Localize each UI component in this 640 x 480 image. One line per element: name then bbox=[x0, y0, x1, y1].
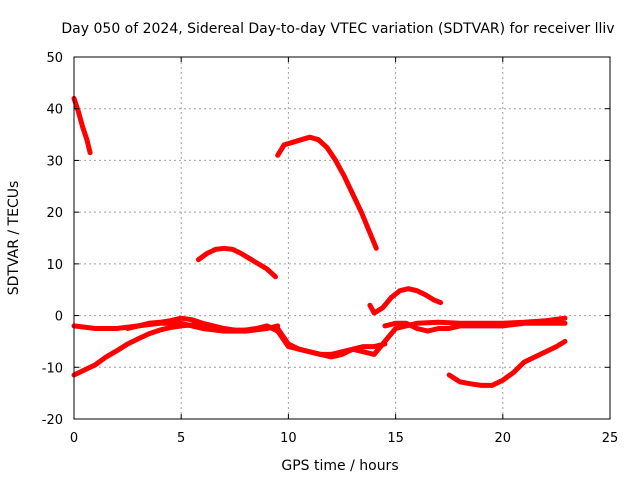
x-tick-label: 25 bbox=[602, 431, 619, 446]
y-tick-label: 50 bbox=[46, 51, 63, 66]
y-tick-label: 40 bbox=[46, 103, 63, 118]
y-tick-label: 30 bbox=[46, 154, 63, 169]
series-layer bbox=[71, 95, 568, 388]
x-tick-label: 15 bbox=[387, 431, 404, 446]
series-arc-2 bbox=[71, 321, 206, 378]
grid-layer bbox=[74, 57, 610, 419]
series-arc-1 bbox=[71, 95, 93, 156]
series-arc-9 bbox=[382, 320, 568, 334]
y-tick-label: -20 bbox=[42, 413, 63, 428]
y-tick-label: 20 bbox=[46, 206, 63, 221]
series-arc-5 bbox=[195, 245, 278, 280]
y-tick-label: -10 bbox=[42, 361, 63, 376]
series-arc-4 bbox=[125, 315, 388, 360]
series-arc-6 bbox=[275, 134, 379, 251]
series-arc-7 bbox=[275, 315, 568, 357]
y-tick-label: 0 bbox=[55, 310, 63, 325]
plot-frame bbox=[73, 56, 611, 420]
x-tick-label: 10 bbox=[280, 431, 297, 446]
tick-layer: 0 5 10 15 20 25 -20 -10 0 10 20 30 40 50 bbox=[42, 51, 619, 446]
chart-title: Day 050 of 2024, Sidereal Day-to-day VTE… bbox=[61, 21, 614, 37]
x-axis-label: GPS time / hours bbox=[281, 458, 398, 474]
x-tick-label: 20 bbox=[495, 431, 512, 446]
series-arc-10 bbox=[446, 338, 568, 388]
y-tick-label: 10 bbox=[46, 258, 63, 273]
x-tick-label: 5 bbox=[177, 431, 185, 446]
x-tick-label: 0 bbox=[70, 431, 78, 446]
series-arc-8 bbox=[367, 286, 444, 316]
y-axis-label: SDTVAR / TECUs bbox=[6, 181, 22, 296]
